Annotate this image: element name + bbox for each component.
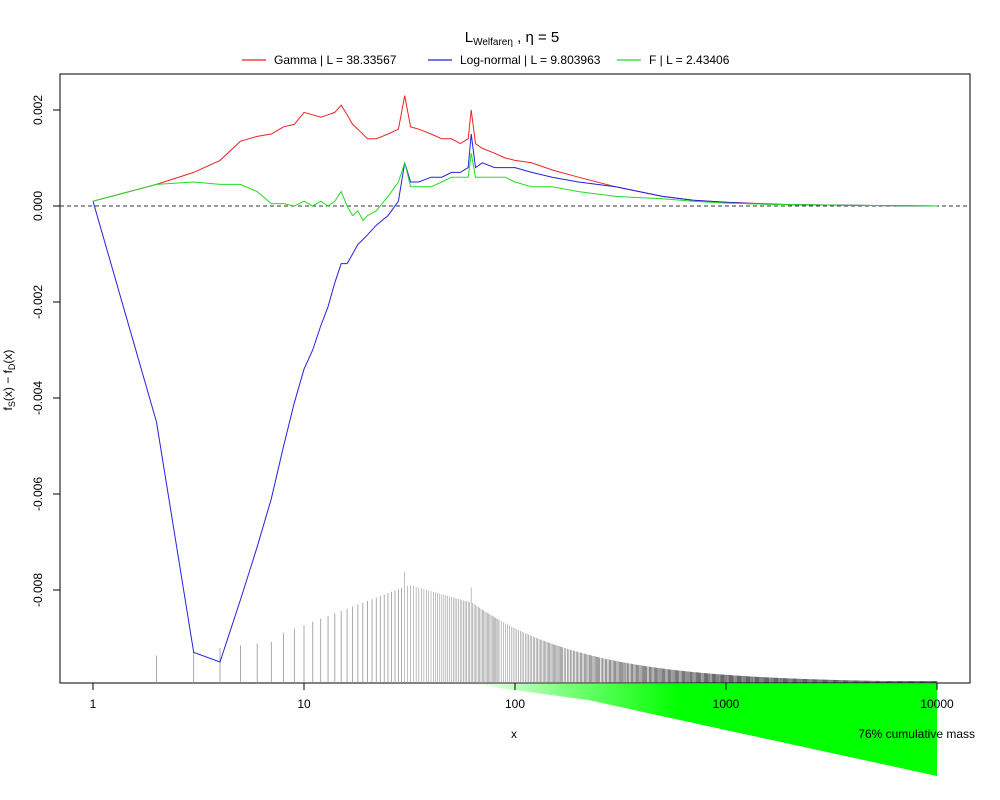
x-tick-label: 1 xyxy=(90,697,97,711)
y-axis: -0.008 -0.006 -0.004 -0.002 0.000 0.002 xyxy=(31,95,60,607)
y-tick-label: -0.008 xyxy=(31,573,45,607)
y-axis-label: fS(x) − fD(x) xyxy=(1,350,17,411)
x-tick-label: 1000 xyxy=(713,697,740,711)
mass-histogram xyxy=(156,571,938,683)
y-tick-label: 0.002 xyxy=(31,95,45,125)
x-tick-label: 100 xyxy=(505,697,525,711)
y-tick-label: -0.004 xyxy=(31,381,45,415)
x-axis: 1 10 100 1000 10000 xyxy=(90,683,954,711)
cumulative-mass-wedge xyxy=(468,684,937,776)
legend-label-lognormal: Log-normal | L = 9.803963 xyxy=(460,53,601,67)
legend: Gamma | L = 38.33567 Log-normal | L = 9.… xyxy=(242,53,730,67)
chart-title: LWelfareη , η = 5 xyxy=(465,29,559,48)
series-line-1 xyxy=(92,133,938,663)
series-line-2 xyxy=(92,153,938,222)
y-tick-label: 0.000 xyxy=(31,191,45,221)
series-layer xyxy=(92,95,938,663)
cumulative-mass-fill xyxy=(468,684,937,776)
x-tick-label: 10000 xyxy=(920,697,954,711)
y-tick-label: -0.006 xyxy=(31,477,45,511)
legend-label-f: F | L = 2.43406 xyxy=(649,53,730,67)
legend-label-gamma: Gamma | L = 38.33567 xyxy=(274,53,397,67)
y-tick-label: -0.002 xyxy=(31,285,45,319)
x-tick-label: 10 xyxy=(297,697,311,711)
x-axis-label: x xyxy=(511,727,517,741)
cumulative-mass-annotation: 76% cumulative mass xyxy=(858,727,975,741)
